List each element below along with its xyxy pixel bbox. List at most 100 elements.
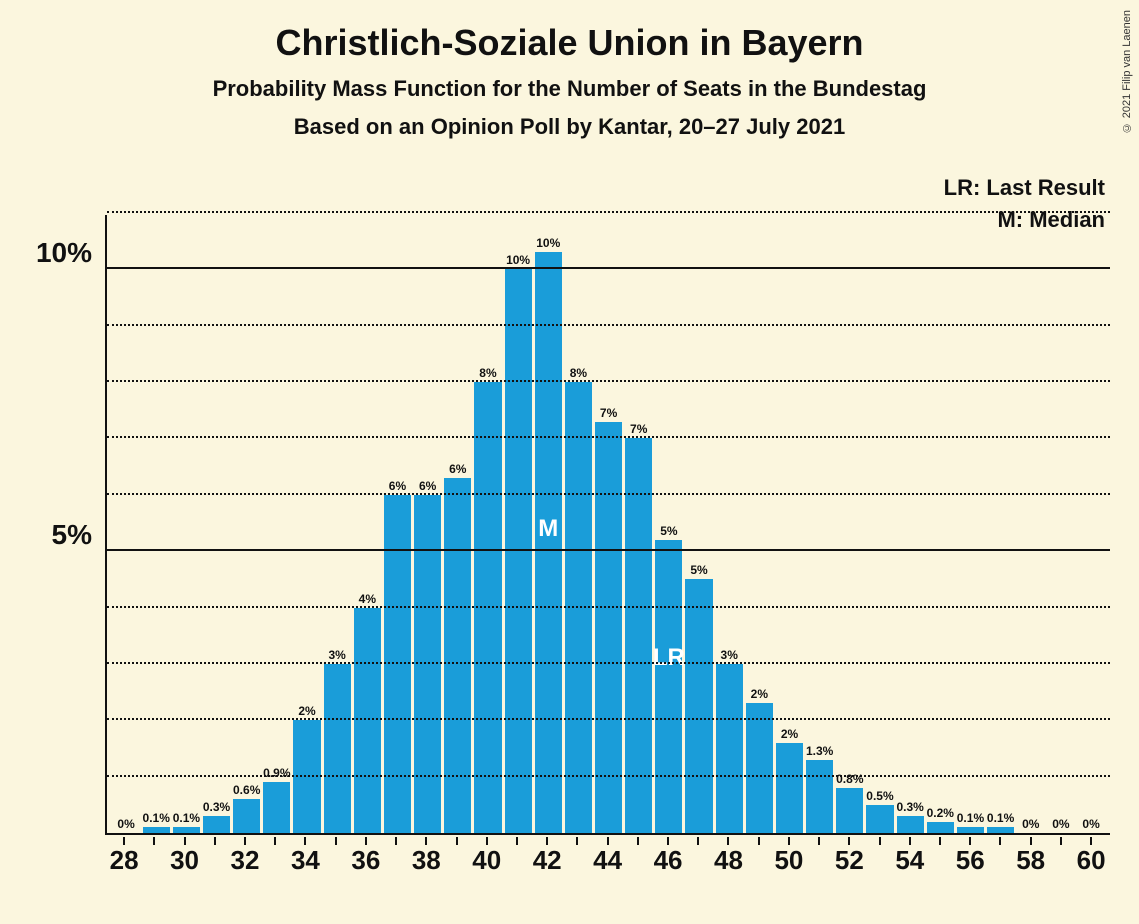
bar-slot: 0.2% bbox=[925, 215, 955, 833]
x-axis-label: 34 bbox=[291, 845, 320, 876]
bar: 5%LR bbox=[655, 540, 682, 833]
x-tick-mark bbox=[546, 837, 548, 845]
legend-m: M: Median bbox=[944, 207, 1105, 233]
bar: 5% bbox=[685, 579, 712, 833]
bar-value-label: 2% bbox=[781, 727, 798, 741]
bar-slot: 5% bbox=[684, 215, 714, 833]
bars-container: 0%0.1%0.1%0.3%0.6%0.9%2%3%4%6%6%6%8%10%1… bbox=[107, 215, 1110, 833]
bar-value-label: 7% bbox=[600, 406, 617, 420]
x-tick-mark bbox=[1030, 837, 1032, 845]
x-tick-mark bbox=[516, 837, 518, 845]
bar-slot: 2% bbox=[292, 215, 322, 833]
x-axis: 2830323436384042444648505254565860 bbox=[105, 837, 1110, 887]
bar-slot: 3% bbox=[714, 215, 744, 833]
x-tick-mark bbox=[244, 837, 246, 845]
bar-value-label: 1.3% bbox=[806, 744, 833, 758]
bar-slot: 0.1% bbox=[955, 215, 985, 833]
bar-value-label: 0.3% bbox=[896, 800, 923, 814]
x-tick-mark bbox=[425, 837, 427, 845]
x-tick-slot: 46 bbox=[653, 837, 683, 887]
bar-value-label: 5% bbox=[690, 563, 707, 577]
bar-value-label: 7% bbox=[630, 422, 647, 436]
x-tick-slot bbox=[864, 837, 894, 887]
x-tick-slot: 36 bbox=[351, 837, 381, 887]
x-tick-slot: 56 bbox=[955, 837, 985, 887]
bar-slot: 0.3% bbox=[201, 215, 231, 833]
x-tick-slot bbox=[985, 837, 1015, 887]
bar-value-label: 6% bbox=[419, 479, 436, 493]
bar-value-label: 5% bbox=[660, 524, 677, 538]
bar-slot: 0.1% bbox=[141, 215, 171, 833]
x-tick-mark bbox=[939, 837, 941, 845]
bar-value-label: 0.5% bbox=[866, 789, 893, 803]
bar-value-label: 0.2% bbox=[927, 806, 954, 820]
bar-value-label: 3% bbox=[328, 648, 345, 662]
x-axis-label: 48 bbox=[714, 845, 743, 876]
bar: 0.1% bbox=[957, 827, 984, 833]
gridline-minor bbox=[107, 606, 1110, 608]
chart-area: LR: Last Result M: Median 5%10% 0%0.1%0.… bbox=[30, 175, 1115, 895]
x-axis-label: 38 bbox=[412, 845, 441, 876]
x-tick-slot: 54 bbox=[895, 837, 925, 887]
x-tick-slot: 28 bbox=[109, 837, 139, 887]
x-tick-mark bbox=[123, 837, 125, 845]
chart-title: Christlich-Soziale Union in Bayern bbox=[0, 22, 1139, 64]
x-tick-slot bbox=[502, 837, 532, 887]
bar-value-label: 6% bbox=[449, 462, 466, 476]
bar-slot: 0.5% bbox=[865, 215, 895, 833]
x-tick-mark bbox=[969, 837, 971, 845]
gridline-minor bbox=[107, 662, 1110, 664]
x-tick-mark bbox=[184, 837, 186, 845]
x-tick-mark bbox=[879, 837, 881, 845]
bar-value-label: 0.9% bbox=[263, 766, 290, 780]
bar-slot: 6% bbox=[413, 215, 443, 833]
x-tick-mark bbox=[365, 837, 367, 845]
bar-value-label: 0% bbox=[1052, 817, 1069, 831]
x-tick-mark bbox=[848, 837, 850, 845]
bar: 8% bbox=[565, 382, 592, 833]
bar-value-label: 10% bbox=[536, 236, 560, 250]
bar-slot: 3% bbox=[322, 215, 352, 833]
bar: 0.1% bbox=[987, 827, 1014, 833]
x-axis-label: 44 bbox=[593, 845, 622, 876]
x-axis-label: 30 bbox=[170, 845, 199, 876]
x-tick-slot bbox=[200, 837, 230, 887]
bar-slot: 2% bbox=[744, 215, 774, 833]
bar: 0.1% bbox=[143, 827, 170, 833]
bar-slot: 2% bbox=[774, 215, 804, 833]
bar-slot: 0.1% bbox=[986, 215, 1016, 833]
titles-block: Christlich-Soziale Union in Bayern Proba… bbox=[0, 0, 1139, 140]
x-tick-slot bbox=[321, 837, 351, 887]
x-tick-slot: 50 bbox=[774, 837, 804, 887]
bar: 0.5% bbox=[866, 805, 893, 833]
x-tick-slot bbox=[744, 837, 774, 887]
x-tick-slot: 48 bbox=[713, 837, 743, 887]
bar: 6% bbox=[444, 478, 471, 833]
gridline-minor bbox=[107, 380, 1110, 382]
x-tick-slot: 58 bbox=[1016, 837, 1046, 887]
x-tick-mark bbox=[909, 837, 911, 845]
bar-slot: 0.8% bbox=[835, 215, 865, 833]
bar: 8% bbox=[474, 382, 501, 833]
x-axis-label: 28 bbox=[110, 845, 139, 876]
bar: 0.3% bbox=[897, 816, 924, 833]
bar-value-label: 0% bbox=[1022, 817, 1039, 831]
x-tick-slot: 30 bbox=[169, 837, 199, 887]
x-axis-label: 32 bbox=[231, 845, 260, 876]
x-tick-mark bbox=[999, 837, 1001, 845]
x-tick-mark bbox=[576, 837, 578, 845]
x-tick-slot: 42 bbox=[532, 837, 562, 887]
bar-value-label: 6% bbox=[389, 479, 406, 493]
x-tick-slot bbox=[804, 837, 834, 887]
bar-value-label: 0.6% bbox=[233, 783, 260, 797]
bar-slot: 10%M bbox=[533, 215, 563, 833]
x-tick-slot: 40 bbox=[472, 837, 502, 887]
x-tick-slot: 38 bbox=[411, 837, 441, 887]
x-axis-label: 52 bbox=[835, 845, 864, 876]
bar-slot: 7% bbox=[624, 215, 654, 833]
bar: 0.8% bbox=[836, 788, 863, 833]
x-tick-mark bbox=[304, 837, 306, 845]
bar-slot: 0.1% bbox=[171, 215, 201, 833]
x-tick-mark bbox=[667, 837, 669, 845]
bar: 3% bbox=[324, 664, 351, 833]
